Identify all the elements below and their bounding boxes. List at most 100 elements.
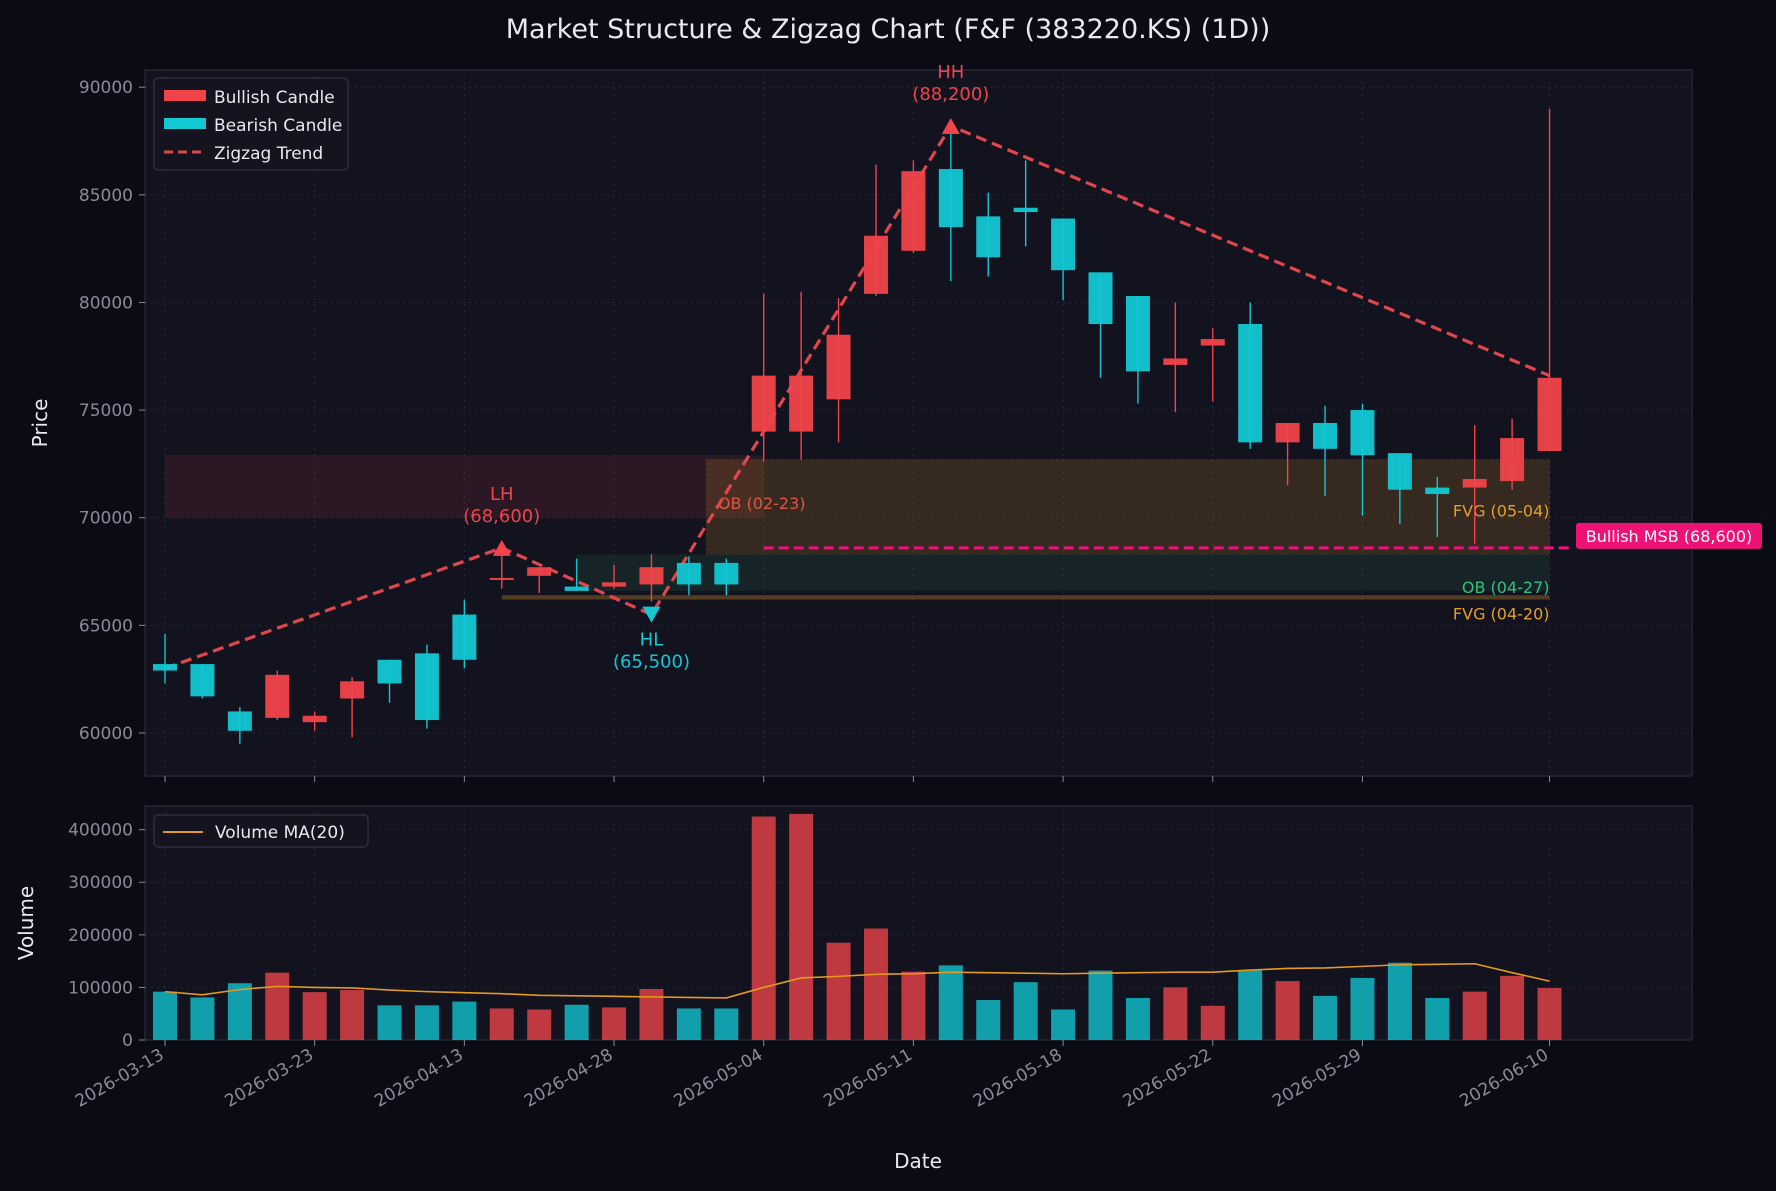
volume-bar-bullish <box>1500 975 1525 1040</box>
volume-bar-bearish <box>1425 997 1450 1040</box>
pivot-marker-up <box>941 117 960 134</box>
volume-bar-bearish <box>714 1008 739 1040</box>
pivot-marker-up <box>492 539 511 556</box>
chart-title: Market Structure & Zigzag Chart (F&F (38… <box>506 14 1271 45</box>
price-y-tick-label: 60000 <box>79 724 133 744</box>
volume-bar-bearish <box>190 997 215 1040</box>
bearish-candle <box>414 653 439 721</box>
volume-bar-bullish <box>1200 1005 1225 1040</box>
volume-bar-bearish <box>1125 997 1150 1040</box>
volume-bar-bullish <box>265 972 290 1040</box>
bearish-candle <box>1387 453 1412 490</box>
volume-bar-bearish <box>1051 1009 1076 1040</box>
volume-y-ticks: 0 100000 200000 300000 400000 <box>68 821 145 1051</box>
pivot-value: (68,600) <box>463 506 540 527</box>
volume-bar-bearish <box>452 1001 477 1040</box>
pivot-label: HH <box>937 62 964 83</box>
volume-bar-bearish <box>1088 970 1113 1040</box>
bullish-candle <box>489 577 514 580</box>
price-y-tick-label: 85000 <box>79 186 133 206</box>
volume-bar-bullish <box>527 1009 552 1040</box>
bearish-candle <box>564 586 589 591</box>
volume-bar-bullish <box>1275 981 1300 1040</box>
volume-bar-bearish <box>1013 982 1038 1040</box>
volume-bar-bearish <box>976 1000 1001 1040</box>
bearish-order-block-label: OB (02-23) <box>718 494 806 513</box>
volume-ma-polyline <box>164 962 1550 999</box>
bullish-candle <box>1200 339 1225 346</box>
legend-bearish-label: Bearish Candle <box>214 116 342 136</box>
bearish-candle <box>976 216 1001 258</box>
fvg-zone-label: FVG (05-04) <box>1453 501 1550 520</box>
bullish-candle <box>901 171 926 251</box>
bearish-candle <box>1051 218 1076 271</box>
bearish-candle <box>190 664 215 697</box>
bullish-candle <box>639 567 664 585</box>
bearish-candle <box>1125 296 1150 372</box>
zigzag-trend <box>164 123 1551 670</box>
volume-bar-bullish <box>789 813 814 1040</box>
legend-bullish-swatch <box>164 90 206 101</box>
price-candles <box>153 108 1562 744</box>
pivot-marker-down <box>642 606 661 623</box>
bearish-order-block-zone <box>165 455 764 518</box>
volume-y-tick-label: 400000 <box>68 821 133 841</box>
volume-bars <box>153 813 1562 1040</box>
price-y-tick-label: 80000 <box>79 293 133 313</box>
bullish-candle <box>1537 377 1562 451</box>
bullish-candle <box>1500 438 1525 482</box>
bullish-candle <box>1462 478 1487 488</box>
bearish-candle <box>452 614 477 660</box>
bearish-candle <box>227 711 252 731</box>
bullish-order-block-zone <box>576 554 1550 591</box>
volume-legend-box <box>153 814 369 848</box>
price-y-tick-label: 70000 <box>79 509 133 529</box>
pivot-labels: LH(68,600) HL(65,500) HH(88,200) <box>463 62 989 673</box>
pivot-label: HL <box>640 630 664 651</box>
volume-y-tick-label: 300000 <box>68 873 133 893</box>
bearish-candle <box>1425 487 1450 495</box>
volume-bar-bullish <box>340 990 365 1040</box>
volume-y-axis-label: Volume <box>14 886 38 960</box>
volume-bar-bullish <box>489 1008 514 1040</box>
bullish-order-block-label: OB (04-27) <box>1462 578 1550 597</box>
bullish-candle <box>1163 358 1188 365</box>
legend-volume-ma-label: Volume MA(20) <box>215 823 345 843</box>
pivot-label: LH <box>490 484 514 505</box>
price-legend: Bullish Candle Bearish Candle Zigzag Tre… <box>153 77 349 171</box>
volume-bar-bullish <box>901 971 926 1040</box>
volume-ma-line <box>164 962 1550 999</box>
volume-bar-bearish <box>1313 995 1338 1040</box>
price-y-tick-label: 75000 <box>79 401 133 421</box>
bullish-candle <box>1275 423 1300 443</box>
legend-zigzag-label: Zigzag Trend <box>214 144 323 164</box>
bearish-candle <box>377 659 402 684</box>
price-y-tick-label: 90000 <box>79 78 133 98</box>
volume-bar-bullish <box>602 1007 627 1040</box>
volume-bar-bullish <box>1537 987 1562 1040</box>
volume-bar-bullish <box>826 942 851 1040</box>
price-y-ticks: 60000 65000 70000 75000 80000 85000 90000 <box>79 78 145 744</box>
volume-bar-bullish <box>302 992 327 1040</box>
fvg-thin-zone-label: FVG (04-20) <box>1453 605 1550 624</box>
bullish-candle <box>863 235 888 294</box>
volume-bar-bearish <box>564 1004 589 1040</box>
volume-legend: Volume MA(20) <box>153 814 369 848</box>
bearish-candle <box>714 562 739 585</box>
volume-bar-bearish <box>414 1005 439 1040</box>
volume-bar-bearish <box>227 983 252 1040</box>
volume-y-tick-label: 100000 <box>68 978 133 998</box>
pivot-value: (88,200) <box>912 84 989 105</box>
volume-bar-bearish <box>676 1008 701 1040</box>
volume-bar-bullish <box>1163 987 1188 1040</box>
price-y-tick-label: 65000 <box>79 616 133 636</box>
volume-bar-bearish <box>153 991 177 1040</box>
bullish-candle <box>826 334 851 400</box>
bearish-candle <box>1013 207 1038 213</box>
bearish-candle <box>153 664 177 671</box>
legend-bearish-swatch <box>164 118 206 129</box>
legend-bullish-label: Bullish Candle <box>214 88 335 108</box>
bullish-candle <box>789 375 814 432</box>
bullish-candle <box>340 681 365 699</box>
